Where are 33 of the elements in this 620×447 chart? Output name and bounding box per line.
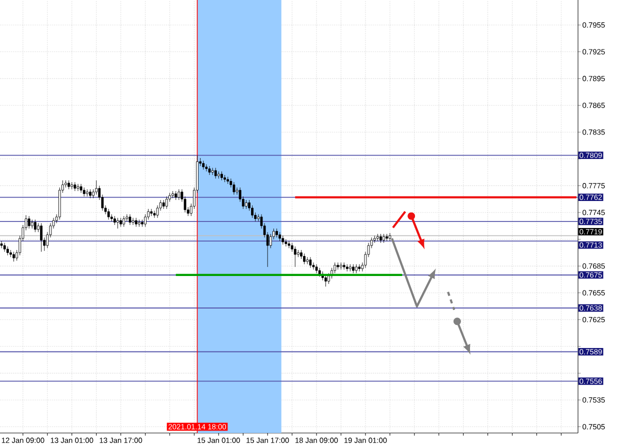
candlestick bbox=[288, 240, 290, 248]
candlestick bbox=[303, 253, 306, 264]
candlestick bbox=[178, 189, 180, 200]
candlestick bbox=[76, 184, 80, 192]
candlestick bbox=[309, 256, 312, 268]
candlestick bbox=[95, 180, 98, 195]
candlestick bbox=[214, 168, 217, 179]
candlestick bbox=[257, 214, 260, 222]
candlestick bbox=[122, 216, 126, 227]
candlestick bbox=[0, 240, 3, 248]
candlestick bbox=[232, 182, 236, 195]
candlestick bbox=[336, 262, 340, 270]
candlestick bbox=[315, 264, 318, 274]
candlestick bbox=[165, 196, 168, 210]
candlestick bbox=[211, 168, 214, 176]
candlestick bbox=[40, 222, 43, 252]
candlestick bbox=[28, 216, 30, 229]
candlestick bbox=[208, 166, 211, 176]
candlestick bbox=[153, 210, 156, 218]
candlestick bbox=[284, 239, 288, 247]
candlestick bbox=[340, 262, 342, 270]
candlestick bbox=[132, 218, 134, 226]
candlestick bbox=[107, 208, 110, 220]
candlestick bbox=[294, 246, 296, 268]
candlestick bbox=[205, 164, 208, 172]
candlestick bbox=[74, 182, 76, 192]
candlestick bbox=[34, 219, 36, 232]
candlestick bbox=[12, 252, 15, 262]
candlestick bbox=[128, 214, 132, 226]
candlestick bbox=[116, 218, 119, 229]
candlestick bbox=[388, 232, 392, 242]
candlestick bbox=[342, 262, 346, 270]
candlestick bbox=[80, 184, 82, 194]
